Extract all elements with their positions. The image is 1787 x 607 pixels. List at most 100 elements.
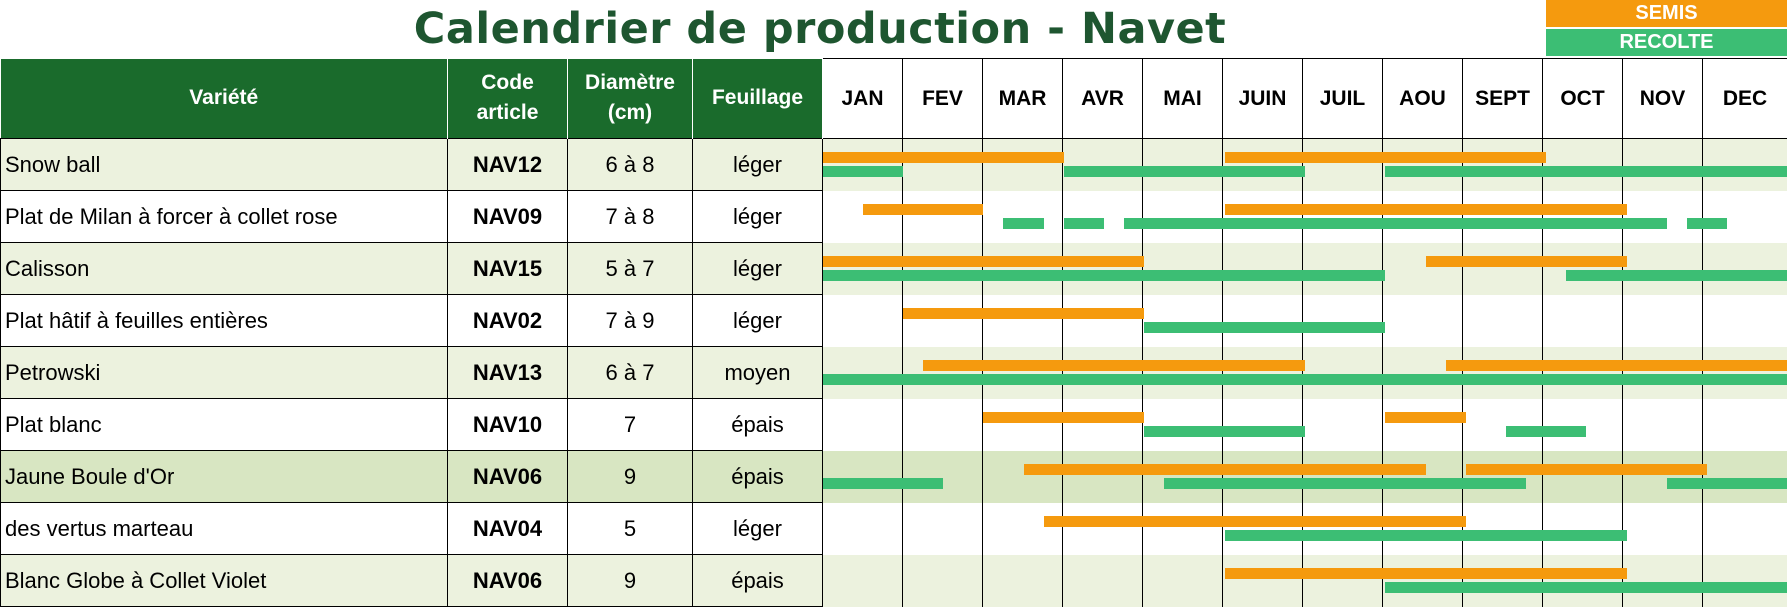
variety-cell: Plat de Milan à forcer à collet rose <box>1 191 448 243</box>
diameter-cell: 7 <box>568 399 693 451</box>
month-cell <box>1303 191 1383 243</box>
month-cell <box>1703 503 1787 555</box>
month-cell <box>1063 191 1143 243</box>
month-cell <box>1623 191 1703 243</box>
code-cell: NAV06 <box>448 555 568 607</box>
variety-cell: Calisson <box>1 243 448 295</box>
month-cell <box>823 347 903 399</box>
month-cell <box>1383 503 1463 555</box>
month-cell <box>1143 191 1223 243</box>
month-cell <box>903 295 983 347</box>
month-cell <box>1303 347 1383 399</box>
month-cell <box>903 139 983 191</box>
diameter-cell: 7 à 8 <box>568 191 693 243</box>
header-diameter-line2: (cm) <box>608 101 652 124</box>
header-month-sep: SEPT <box>1463 59 1543 139</box>
month-cell <box>1463 347 1543 399</box>
month-cell <box>1703 243 1787 295</box>
diameter-cell: 6 à 8 <box>568 139 693 191</box>
month-cell <box>1143 243 1223 295</box>
variety-cell: Jaune Boule d'Or <box>1 451 448 503</box>
month-cell <box>1623 555 1703 607</box>
code-cell: NAV06 <box>448 451 568 503</box>
month-cell <box>1463 451 1543 503</box>
month-cell <box>1463 139 1543 191</box>
month-cell <box>1063 399 1143 451</box>
legend-semis: SEMIS <box>1546 0 1787 27</box>
page-title: Calendrier de production - Navet <box>0 0 1640 58</box>
header-diameter: Diamètre(cm) <box>568 59 693 139</box>
month-cell <box>823 555 903 607</box>
month-cell <box>983 243 1063 295</box>
month-cell <box>823 139 903 191</box>
month-cell <box>1703 347 1787 399</box>
month-cell <box>1223 503 1303 555</box>
month-cell <box>1623 347 1703 399</box>
month-cell <box>1463 243 1543 295</box>
month-cell <box>903 243 983 295</box>
month-cell <box>1543 191 1623 243</box>
month-cell <box>1383 451 1463 503</box>
month-cell <box>1383 399 1463 451</box>
foliage-cell: léger <box>693 503 823 555</box>
month-cell <box>1223 243 1303 295</box>
month-cell <box>1223 399 1303 451</box>
month-cell <box>903 399 983 451</box>
month-cell <box>1623 139 1703 191</box>
month-cell <box>1703 295 1787 347</box>
foliage-cell: léger <box>693 295 823 347</box>
month-cell <box>1223 451 1303 503</box>
month-cell <box>1383 191 1463 243</box>
month-cell <box>1223 347 1303 399</box>
month-cell <box>983 191 1063 243</box>
variety-cell: Petrowski <box>1 347 448 399</box>
month-cell <box>1303 503 1383 555</box>
month-cell <box>1543 295 1623 347</box>
month-cell <box>1143 295 1223 347</box>
month-cell <box>983 139 1063 191</box>
month-cell <box>1623 503 1703 555</box>
foliage-cell: épais <box>693 399 823 451</box>
foliage-cell: épais <box>693 555 823 607</box>
month-cell <box>1063 243 1143 295</box>
month-cell <box>1703 555 1787 607</box>
month-cell <box>823 399 903 451</box>
month-cell <box>1543 139 1623 191</box>
header-code-line2: article <box>477 101 539 124</box>
code-cell: NAV10 <box>448 399 568 451</box>
variety-cell: Plat hâtif à feuilles entières <box>1 295 448 347</box>
month-cell <box>903 503 983 555</box>
month-cell <box>1623 451 1703 503</box>
month-cell <box>1303 139 1383 191</box>
header-month-jul: JUIL <box>1303 59 1383 139</box>
header-month-mar: MAR <box>983 59 1063 139</box>
month-cell <box>1543 399 1623 451</box>
month-cell <box>1623 295 1703 347</box>
month-cell <box>903 451 983 503</box>
diameter-cell: 9 <box>568 555 693 607</box>
code-cell: NAV02 <box>448 295 568 347</box>
code-cell: NAV15 <box>448 243 568 295</box>
month-cell <box>1463 399 1543 451</box>
month-cell <box>1303 295 1383 347</box>
diameter-cell: 6 à 7 <box>568 347 693 399</box>
month-cell <box>1063 503 1143 555</box>
month-cell <box>1063 139 1143 191</box>
variety-cell: Plat blanc <box>1 399 448 451</box>
header-month-jan: JAN <box>823 59 903 139</box>
month-cell <box>903 347 983 399</box>
month-cell <box>823 503 903 555</box>
month-cell <box>1703 139 1787 191</box>
month-cell <box>1703 399 1787 451</box>
month-cell <box>1543 451 1623 503</box>
month-cell <box>1223 191 1303 243</box>
month-cell <box>1543 347 1623 399</box>
